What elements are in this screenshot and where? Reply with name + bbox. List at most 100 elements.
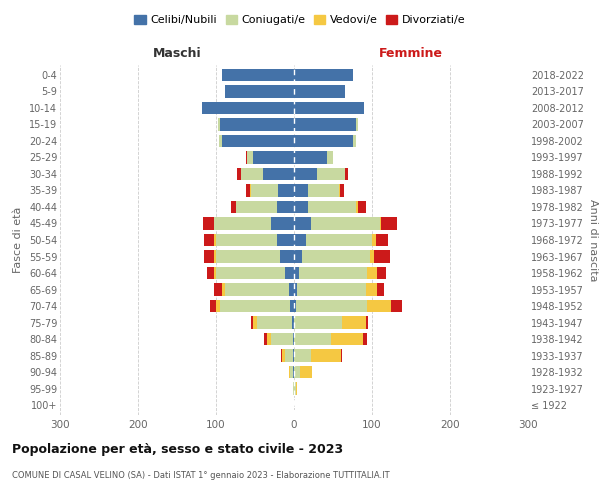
Y-axis label: Fasce di età: Fasce di età [13,207,23,273]
Bar [346,168,348,180]
Bar [294,267,299,279]
Bar [220,300,290,312]
Bar [302,250,370,262]
Bar [281,350,283,362]
Y-axis label: Anni di nascita: Anni di nascita [587,198,598,281]
Bar [222,135,294,147]
Bar [290,366,293,378]
Bar [235,201,236,213]
Bar [294,118,356,130]
Bar [222,68,294,81]
Bar [341,350,343,362]
Bar [377,284,385,296]
Bar [344,168,346,180]
Bar [265,333,268,345]
Bar [294,333,331,345]
Bar [250,184,251,196]
Bar [294,218,311,230]
Bar [268,333,271,345]
Bar [226,85,294,98]
Bar [245,152,247,164]
Text: Maschi: Maschi [152,47,202,60]
Bar [253,152,294,164]
Bar [297,284,366,296]
Bar [210,300,216,312]
Bar [214,267,216,279]
Bar [286,350,293,362]
Text: COMUNE DI CASAL VELINO (SA) - Dati ISTAT 1° gennaio 2023 - Elaborazione TUTTITAL: COMUNE DI CASAL VELINO (SA) - Dati ISTAT… [12,471,389,480]
Bar [391,300,401,312]
Bar [224,284,289,296]
Bar [377,267,386,279]
Bar [280,250,294,262]
Bar [380,218,382,230]
Bar [271,218,294,230]
Bar [214,218,271,230]
Bar [311,350,341,362]
Bar [206,267,214,279]
Bar [203,218,214,230]
Bar [247,184,250,196]
Bar [216,267,284,279]
Bar [231,201,235,213]
Bar [331,333,362,345]
Bar [372,234,376,246]
Bar [356,118,358,130]
Bar [306,234,372,246]
Bar [294,135,353,147]
Bar [353,135,356,147]
Bar [294,68,353,81]
Bar [294,316,343,328]
Bar [222,284,224,296]
Bar [214,250,216,262]
Bar [294,350,311,362]
Bar [219,135,222,147]
Bar [257,316,292,328]
Bar [370,250,374,262]
Bar [203,250,214,262]
Bar [294,152,327,164]
Bar [299,267,367,279]
Bar [366,316,368,328]
Bar [382,218,397,230]
Bar [216,234,277,246]
Bar [241,168,263,180]
Bar [356,201,358,213]
Bar [296,382,297,395]
Bar [253,316,257,328]
Bar [296,300,367,312]
Bar [277,234,294,246]
Bar [293,382,294,395]
Bar [362,333,367,345]
Bar [293,366,294,378]
Bar [283,350,286,362]
Bar [294,85,344,98]
Bar [251,184,278,196]
Bar [294,382,296,395]
Bar [237,168,241,180]
Bar [374,250,390,262]
Bar [220,118,294,130]
Bar [294,168,317,180]
Bar [294,234,306,246]
Bar [343,316,366,328]
Bar [277,201,294,213]
Bar [366,284,377,296]
Bar [294,102,364,114]
Bar [216,250,280,262]
Bar [339,184,340,196]
Bar [263,168,294,180]
Bar [294,366,300,378]
Bar [214,284,222,296]
Bar [340,184,344,196]
Bar [284,267,294,279]
Bar [294,284,297,296]
Bar [203,234,214,246]
Bar [367,300,391,312]
Legend: Celibi/Nubili, Coniugati/e, Vedovi/e, Divorziati/e: Celibi/Nubili, Coniugati/e, Vedovi/e, Di… [130,10,470,29]
Bar [294,201,308,213]
Bar [202,102,294,114]
Bar [327,152,333,164]
Text: Popolazione per età, sesso e stato civile - 2023: Popolazione per età, sesso e stato civil… [12,442,343,456]
Bar [290,300,294,312]
